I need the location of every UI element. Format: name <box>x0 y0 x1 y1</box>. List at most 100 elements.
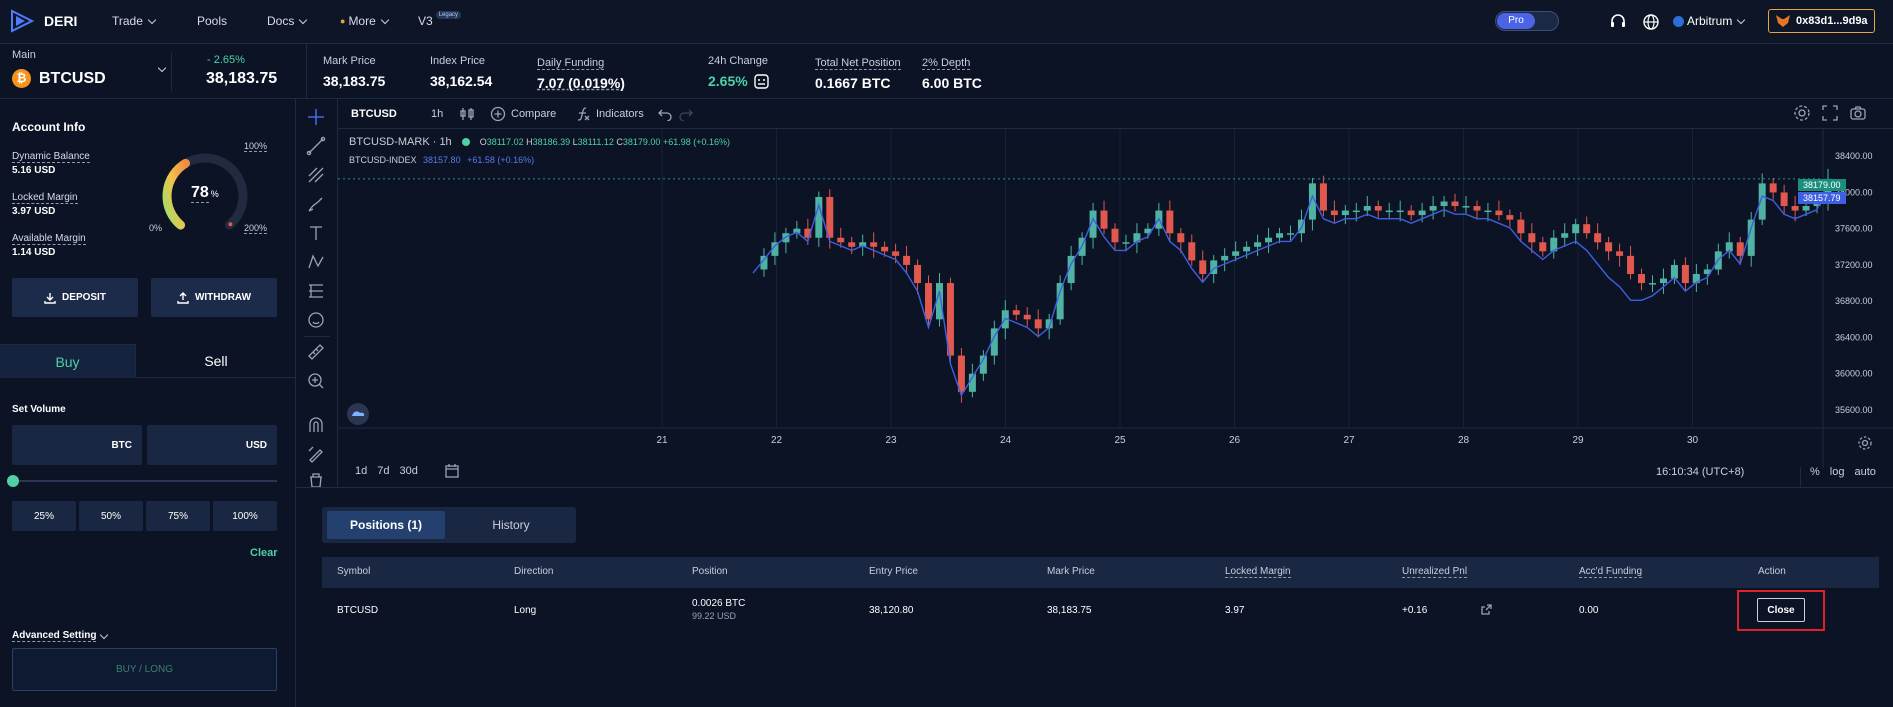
candle-body <box>1276 233 1284 238</box>
gauge-fill <box>162 158 191 230</box>
share-external-icon[interactable] <box>1480 603 1493 616</box>
text-tool-icon[interactable] <box>306 223 326 243</box>
symbol-selector[interactable]: ₿ BTCUSD <box>12 69 106 88</box>
volume-slider-track[interactable] <box>12 480 277 482</box>
stat-total-net-position[interactable]: Total Net Position 0.1667 BTC <box>815 55 901 91</box>
fullscreen-icon[interactable] <box>1821 104 1839 122</box>
tradingview-logo-icon[interactable] <box>347 403 369 425</box>
undo-icon[interactable] <box>658 107 672 121</box>
clear-button[interactable]: Clear <box>250 547 278 559</box>
percent-scale-button[interactable]: % <box>1810 466 1820 478</box>
stat-value: 2.65% <box>708 73 748 89</box>
candle-body <box>1089 210 1097 238</box>
range-30d-button[interactable]: 30d <box>399 465 418 477</box>
col-locked-margin: Locked Margin <box>1225 566 1291 578</box>
ohlc-high: 38186.39 <box>532 137 571 147</box>
row-symbol: BTCUSD <box>337 605 379 616</box>
globe-icon[interactable] <box>1642 13 1660 31</box>
pattern-icon[interactable] <box>306 252 326 272</box>
arbitrum-icon <box>1673 15 1684 27</box>
auto-scale-button[interactable]: auto <box>1854 466 1876 478</box>
percent-25-button[interactable]: 25% <box>12 501 76 531</box>
gauge-end-dot <box>228 222 233 227</box>
stat-daily-funding[interactable]: Daily Funding 7.07 (0.019%) <box>537 55 625 91</box>
settings-gear-icon[interactable] <box>1793 104 1811 122</box>
locked-margin-value: 3.97 USD <box>12 206 56 217</box>
candle-body <box>1012 310 1020 315</box>
deposit-button[interactable]: DEPOSIT <box>12 278 138 317</box>
buy-long-button[interactable]: BUY / LONG <box>12 648 277 691</box>
candle-body <box>1363 206 1371 211</box>
range-7d-button[interactable]: 7d <box>377 465 390 477</box>
magnet-icon[interactable] <box>306 415 326 435</box>
crosshair-icon[interactable] <box>306 107 326 127</box>
divider <box>1800 467 1801 488</box>
lock-drawing-icon[interactable] <box>306 444 326 464</box>
usd-unit: USD <box>245 439 267 451</box>
price-chart[interactable]: 38400.00 38000.00 37600.00 37200.00 36800.00… <box>338 129 1893 468</box>
range-1d-button[interactable]: 1d <box>355 465 368 477</box>
candle-body <box>859 242 867 247</box>
prediction-icon[interactable] <box>306 281 326 301</box>
nav-more[interactable]: ● More <box>340 14 390 28</box>
trash-icon[interactable] <box>306 471 326 487</box>
nav-v3[interactable]: V3 Legacy <box>418 11 462 28</box>
nav-docs[interactable]: Docs <box>267 14 308 28</box>
candle-body <box>925 283 933 320</box>
zoom-in-icon[interactable] <box>306 371 326 391</box>
candle-body <box>1287 233 1294 235</box>
chart-clock: 16:10:34 (UTC+8) <box>1656 466 1745 478</box>
chevron-down-icon[interactable] <box>157 63 167 73</box>
headset-icon[interactable] <box>1609 13 1627 31</box>
fib-tool-icon[interactable] <box>306 165 326 185</box>
available-margin: Available Margin 1.14 USD <box>12 230 86 258</box>
ruler-icon[interactable] <box>306 342 326 362</box>
btc-volume-input[interactable]: BTC <box>12 425 142 465</box>
stat-24h-change: 24h Change 2.65% <box>708 55 769 89</box>
trend-line-icon[interactable] <box>306 136 326 156</box>
ohlc-low: 38111.12 <box>577 137 614 147</box>
log-scale-button[interactable]: log <box>1829 466 1845 478</box>
interval-button[interactable]: 1h <box>431 108 444 120</box>
account-info-title: Account Info <box>12 120 86 134</box>
percent-50-button[interactable]: 50% <box>79 501 143 531</box>
chart-symbol-button[interactable]: BTCUSD <box>351 108 397 120</box>
redo-icon[interactable] <box>679 107 693 121</box>
network-selector[interactable]: Arbitrum <box>1673 14 1746 28</box>
tab-sell[interactable]: Sell <box>136 344 296 378</box>
pro-toggle[interactable]: Pro <box>1495 11 1559 31</box>
function-icon <box>577 107 590 121</box>
axis-settings-icon[interactable] <box>1857 435 1873 451</box>
stat-depth[interactable]: 2% Depth 6.00 BTC <box>922 55 982 91</box>
indicators-button[interactable]: Indicators <box>575 106 644 122</box>
tab-positions[interactable]: Positions (1) <box>327 511 445 539</box>
emoji-icon[interactable] <box>306 310 326 330</box>
tab-buy[interactable]: Buy <box>0 344 136 378</box>
goto-date-icon[interactable] <box>444 463 460 479</box>
index-legend-title: BTCUSD-INDEX <box>349 155 417 165</box>
tab-history[interactable]: History <box>450 511 572 539</box>
available-margin-value: 1.14 USD <box>12 247 56 258</box>
camera-icon[interactable] <box>1849 104 1867 122</box>
percent-75-button[interactable]: 75% <box>146 501 210 531</box>
compare-button[interactable]: Compare <box>490 106 556 122</box>
brush-icon[interactable] <box>306 194 326 214</box>
candle-type-icon[interactable] <box>459 106 475 122</box>
usd-volume-input[interactable]: USD <box>147 425 277 465</box>
volume-slider-handle[interactable] <box>7 475 19 487</box>
nav-trade[interactable]: Trade <box>112 14 157 28</box>
withdraw-button[interactable]: WITHDRAW <box>151 278 277 317</box>
percent-100-button[interactable]: 100% <box>213 501 277 531</box>
drawing-toolbar <box>296 99 338 488</box>
candle-body <box>1517 219 1525 234</box>
close-position-button[interactable]: Close <box>1757 598 1805 622</box>
chart-detail-icon[interactable] <box>754 73 769 89</box>
wallet-button[interactable]: 0x83d1...9d9a <box>1768 9 1875 33</box>
advanced-setting-toggle[interactable]: Advanced Setting <box>12 630 109 642</box>
brand-logo[interactable]: DERI <box>10 9 77 33</box>
x-tick-label: 24 <box>1000 435 1012 446</box>
nav-pools[interactable]: Pools <box>197 14 227 28</box>
candle-body <box>1166 210 1174 234</box>
x-tick-label: 25 <box>1114 435 1126 446</box>
pro-toggle-label: Pro <box>1497 13 1535 29</box>
